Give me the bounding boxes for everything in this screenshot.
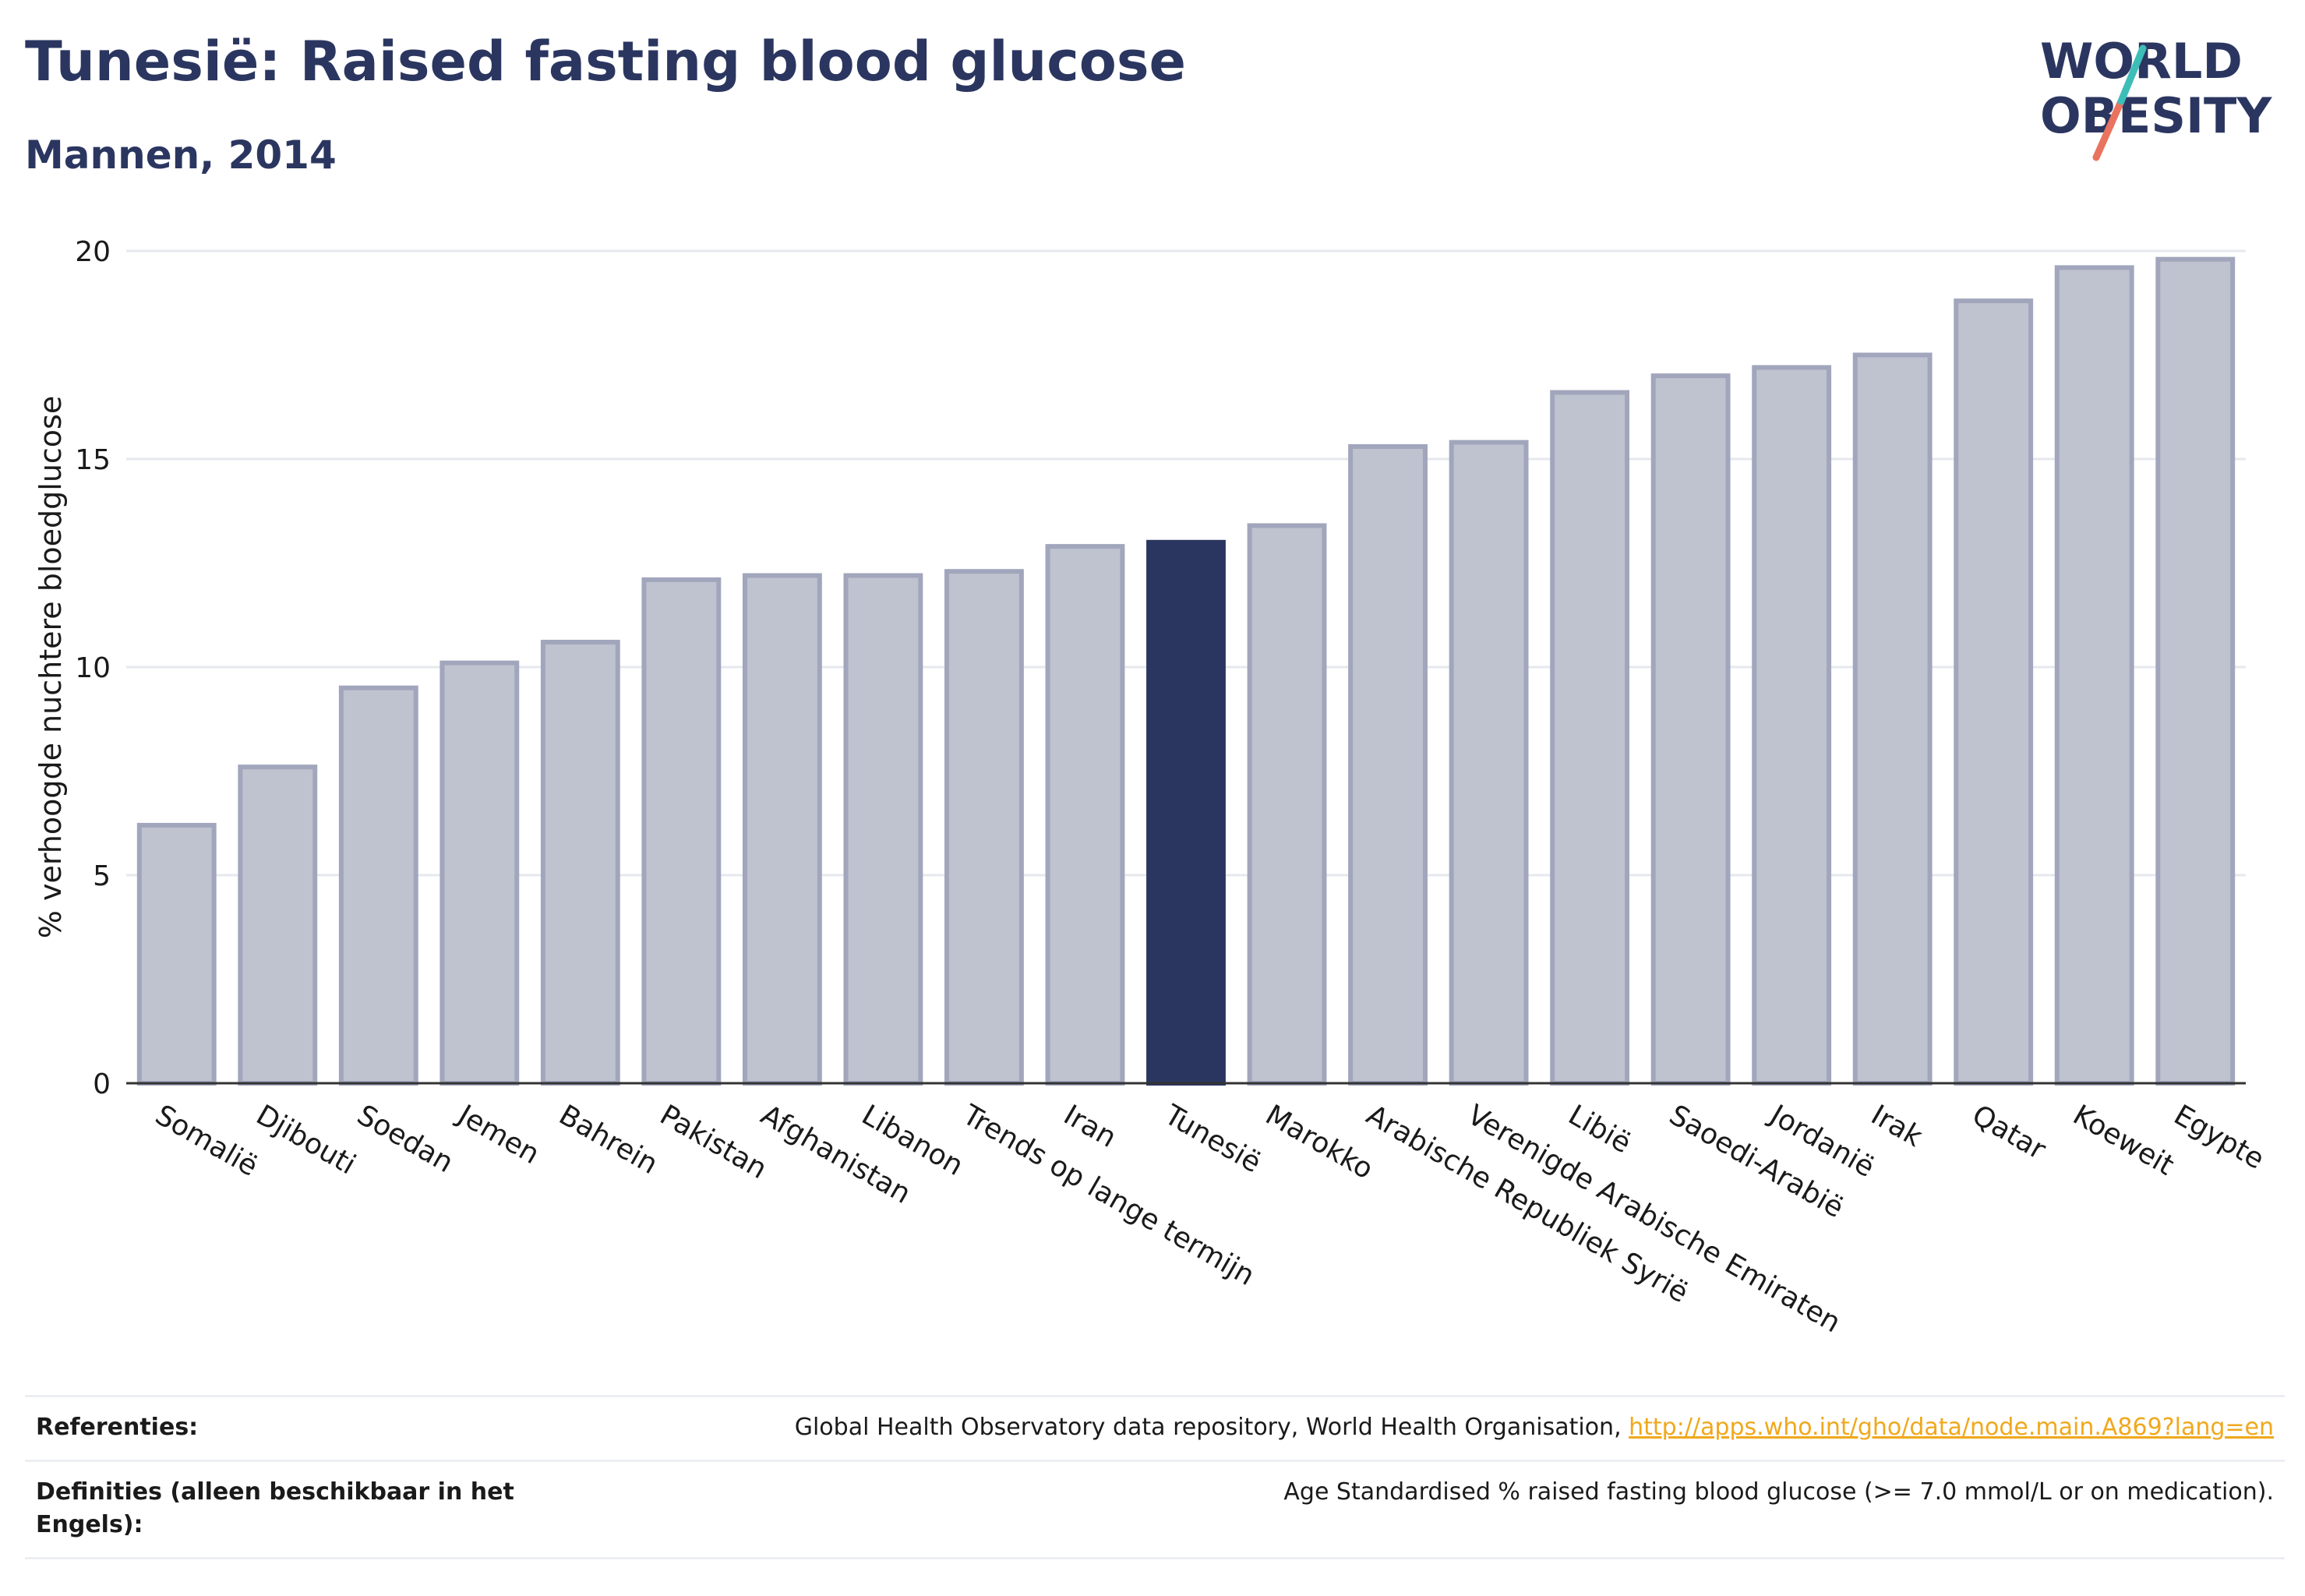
references-table: Referenties: Global Health Observatory d… [25, 1395, 2285, 1559]
x-tick-label: Somalië [150, 1099, 263, 1183]
x-tick-label: Koeweit [2067, 1099, 2179, 1181]
bar-djibouti [238, 764, 318, 1086]
y-tick-label: 0 [93, 1068, 111, 1100]
world-obesity-logo: WORLD OBESITY [2040, 33, 2272, 161]
references-value: Global Health Observatory data repositor… [795, 1411, 2274, 1444]
bar-jordani- [1752, 365, 1832, 1086]
references-label: Referenties: [36, 1414, 199, 1441]
x-tick-label: Saoedi-Arabië [1664, 1099, 1849, 1224]
y-tick-label: 5 [93, 860, 111, 892]
bar-soedan [338, 685, 418, 1086]
bar-marokko [1247, 523, 1327, 1086]
chart-subtitle: Mannen, 2014 [25, 132, 337, 178]
bar-qatar [1954, 298, 2034, 1086]
y-tick-label: 10 [75, 652, 111, 684]
y-tick-label: 15 [75, 444, 111, 476]
x-tick-label: Marokko [1260, 1099, 1378, 1185]
y-axis-ticks: 0 5 10 15 20 [75, 236, 111, 1100]
x-tick-label: Bahrein [553, 1099, 662, 1181]
x-tick-label: Soedan [351, 1099, 458, 1179]
bar-pakistan [641, 577, 722, 1086]
x-tick-label: Iran [1058, 1099, 1121, 1154]
references-text: Global Health Observatory data repositor… [794, 1414, 1629, 1441]
chart-title: Tunesië: Raised fasting blood glucose [25, 30, 1186, 94]
bar-jemen [439, 660, 520, 1086]
bar-libanon [843, 573, 923, 1086]
x-tick-label: Egypte [2169, 1099, 2270, 1176]
y-axis-label: % verhoogde nuchtere bloedglucose [34, 396, 68, 938]
x-tick-label: Qatar [1967, 1099, 2051, 1166]
logo-slash-teal [2117, 44, 2147, 105]
bars [136, 256, 2236, 1086]
x-tick-label: Djibouti [251, 1099, 361, 1181]
x-tick-label: Libië [1563, 1099, 1636, 1160]
bar-bahrein [540, 639, 620, 1086]
bar-arabische-republiek-syri- [1348, 443, 1428, 1086]
definitions-value: Age Standardised % raised fasting blood … [1283, 1478, 2274, 1506]
bar-somali- [136, 822, 217, 1086]
definitions-label: Definities (alleen beschikbaar in het En… [36, 1478, 514, 1538]
y-tick-label: 20 [75, 236, 111, 268]
bar-libi- [1550, 390, 1630, 1086]
bar-koeweit [2054, 265, 2134, 1086]
definitions-row: Definities (alleen beschikbaar in het En… [25, 1460, 2285, 1559]
bar-verenigde-arabische-emiraten [1449, 440, 1529, 1086]
x-tick-label: Tunesië [1159, 1099, 1266, 1180]
bar-iran [1045, 544, 1125, 1086]
references-row: Referenties: Global Health Observatory d… [25, 1395, 2285, 1460]
logo-slash-coral [2092, 97, 2125, 161]
references-link[interactable]: http://apps.who.int/gho/data/node.main.A… [1629, 1414, 2274, 1441]
bar-irak [1852, 352, 1933, 1086]
x-tick-label: Irak [1866, 1099, 1928, 1153]
bar-trends-op-lange-termijn [944, 569, 1024, 1086]
x-tick-label: Jemen [451, 1098, 545, 1171]
bar-tunesi- [1146, 539, 1226, 1086]
x-tick-label: Pakistan [655, 1099, 772, 1185]
bar-saoedi-arabi- [1650, 373, 1731, 1086]
logo-line2: OBESITY [2040, 87, 2272, 144]
bar-egypte [2155, 256, 2236, 1086]
bar-afghanistan [742, 573, 822, 1086]
